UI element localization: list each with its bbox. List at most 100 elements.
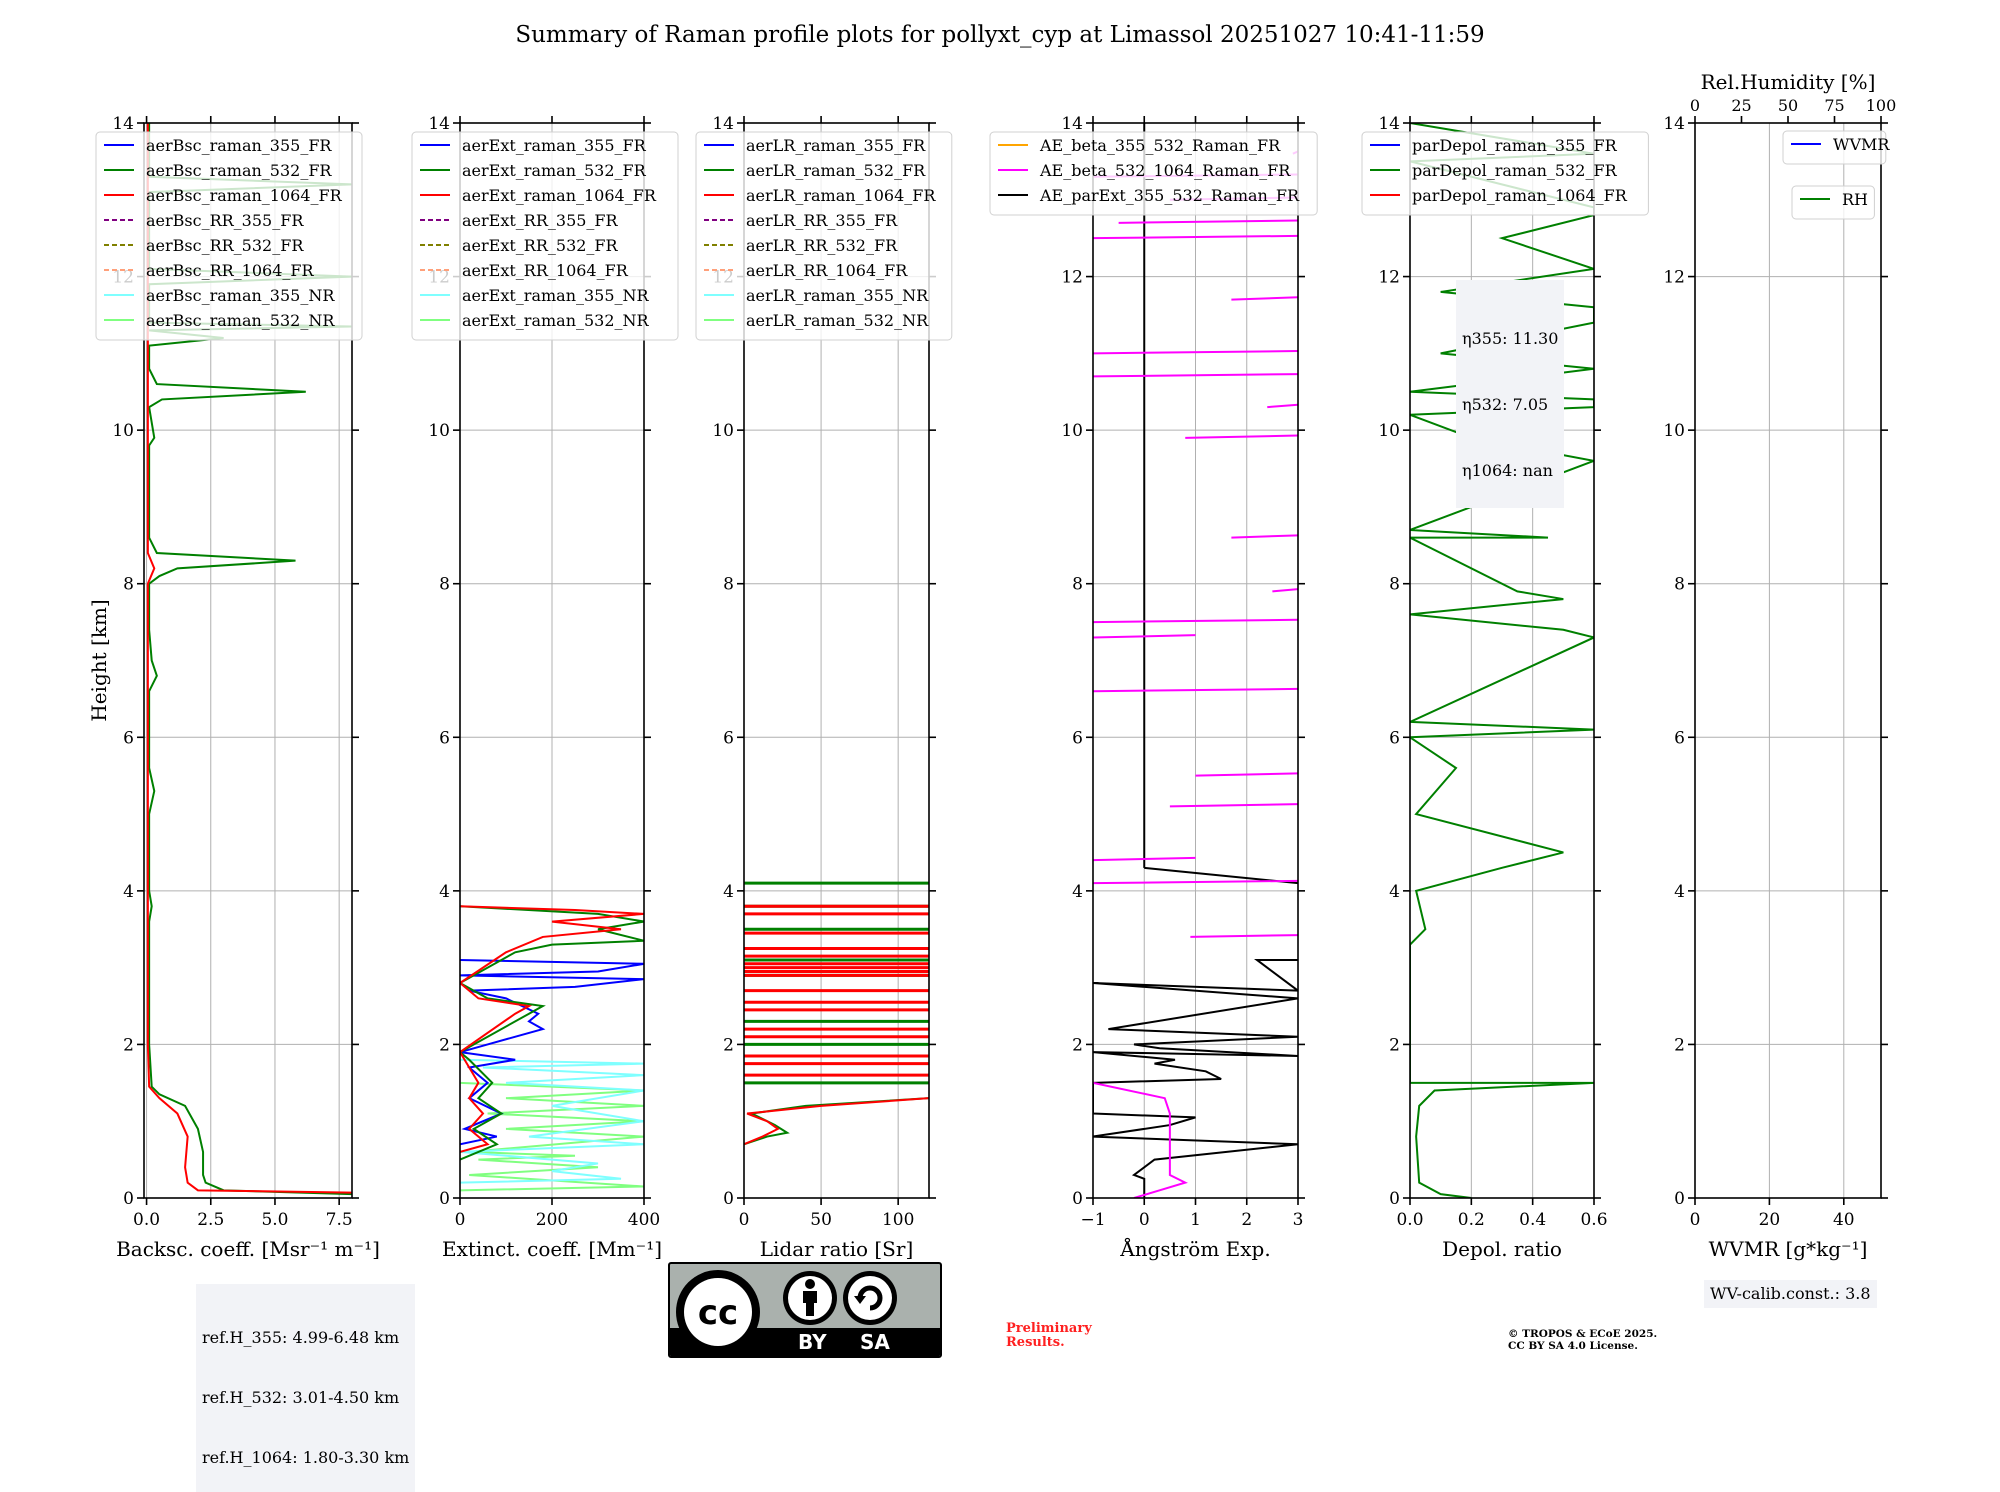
y-tick-label: 0 [723,1189,734,1209]
y-tick-label: 8 [723,575,734,595]
legend-entry: aerLR_RR_355_FR [746,211,898,230]
series-group [460,905,644,1192]
legend-entry: aerLR_raman_355_NR [746,286,929,305]
cc-icon: cc [676,1270,760,1354]
y-tick-label: 2 [1674,1035,1685,1055]
legend-entry: parDepol_raman_532_FR [1412,161,1618,180]
x-tick-label: 0 [1690,1210,1701,1230]
series-line [1093,958,1298,1198]
legend-entry: parDepol_raman_1064_FR [1412,186,1628,205]
legend: AE_beta_355_532_Raman_FR AE_beta_532_1064… [989,131,1318,216]
legend-frame [411,131,679,341]
x-tick-label: 2.5 [197,1210,224,1230]
y-tick-label: 2 [1072,1035,1083,1055]
panel-ext: 020040002468101214Extinct. coeff. [Mm⁻¹]… [411,114,679,1261]
series-line [460,1081,644,1192]
x-tick-label: 1 [1190,1210,1201,1230]
y-tick-label: 4 [1389,882,1400,902]
legend-entry: aerBsc_raman_532_FR [146,161,332,180]
legend-entry: RH [1842,190,1868,209]
y-tick-label: 10 [1061,421,1083,441]
legend-entry: aerBsc_raman_355_FR [146,136,332,155]
y-tick-label: 4 [723,882,734,902]
legend-entry: WVMR [1833,135,1890,154]
x-tick-label: 5.0 [261,1210,288,1230]
x-axis-label: Depol. ratio [1442,1237,1562,1261]
eta-1064: η1064: nan [1462,461,1553,480]
series-group [744,881,929,1146]
y-tick-label: 10 [1378,421,1400,441]
cc-license-badge: cc BY SA [668,1262,942,1358]
x-axis-label: Ångström Exp. [1119,1236,1270,1261]
x-axis-label: WVMR [g*kg⁻¹] [1709,1237,1868,1261]
figure-title: Summary of Raman profile plots for polly… [515,22,1485,48]
y-tick-label: 0 [1072,1189,1083,1209]
ref-heights-box: ref.H_355: 4.99-6.48 km ref.H_532: 3.01-… [196,1284,416,1492]
x-tick-label: 0.0 [1396,1210,1423,1230]
x-axis-label: Lidar ratio [Sr] [760,1237,914,1261]
panel-wv: 0 20 40 0 2 4 6 8 10 12 14 WVMR [g*kg⁻¹] 0 25 50 75 100 R… [1663,70,1896,1261]
series-line [460,905,644,1161]
x-axis-label: Extinct. coeff. [Mm⁻¹] [442,1237,662,1261]
legend-entry: AE_parExt_355_532_Raman_FR [1039,186,1300,205]
y-tick-label: 4 [439,882,450,902]
y-tick-label: 6 [1072,728,1083,748]
top-axis-label: Rel.Humidity [%] [1701,70,1876,94]
series-segment [1093,687,1298,693]
legend-entry: aerBsc_RR_532_FR [146,236,304,255]
legend-entry: aerExt_raman_532_NR [462,311,650,330]
y-tick-label: 6 [123,728,134,748]
series-segment [1093,618,1298,624]
series-line [1093,1081,1188,1198]
legend-entry: aerBsc_raman_532_NR [146,311,335,330]
axes-frame [1694,122,1882,1199]
y-tick-label: 8 [1072,575,1083,595]
x-tick-label: 100 [882,1210,914,1230]
top-x-tick-label: 0 [1690,96,1700,115]
attribution-icon [783,1271,837,1325]
eta-355: η355: 11.30 [1462,329,1559,348]
legend-entry: aerExt_RR_1064_FR [462,261,629,280]
legend-entry: aerLR_RR_532_FR [746,236,898,255]
x-tick-label: −1 [1080,1210,1105,1230]
y-tick-label: 10 [1663,421,1685,441]
legend-entry: aerExt_raman_532_FR [462,161,647,180]
legend: aerBsc_raman_355_FR aerBsc_raman_532_FRae… [95,131,363,341]
series-segment [1231,296,1298,301]
series-segment [1169,803,1298,808]
preliminary-note: Preliminary Results. [1006,1321,1092,1350]
legend-entry: aerExt_RR_355_FR [462,211,619,230]
y-tick-label: 6 [1389,728,1400,748]
legend-entry: aerBsc_RR_1064_FR [146,261,315,280]
y-tick-label: 0 [123,1189,134,1209]
x-tick-label: 7.5 [326,1210,353,1230]
legend-entry: aerExt_raman_355_NR [462,286,650,305]
top-x-tick-label: 100 [1866,96,1897,115]
top-x-tick-label: 25 [1731,96,1751,115]
series-line [460,1058,644,1184]
ref-height-355: ref.H_355: 4.99-6.48 km [202,1328,400,1347]
legend-entry: aerExt_raman_355_FR [462,136,647,155]
legend-frame [95,131,363,341]
y-tick-label: 0 [1674,1189,1685,1209]
y-tick-label: 14 [1663,114,1685,134]
wv-calib-box: WV-calib.const.: 3.8 [1704,1280,1877,1308]
legend: WVMR [1782,130,1890,165]
series-segment [1267,403,1298,409]
top-x-tick-label: 50 [1778,96,1798,115]
badge-sa-label: SA [860,1330,890,1354]
eta-box: η355: 11.30 η532: 7.05 η1064: nan [1456,280,1565,508]
x-tick-label: 50 [810,1210,832,1230]
share-alike-icon [843,1271,897,1325]
y-tick-label: 4 [1072,882,1083,902]
legend-frame [1791,185,1875,220]
x-tick-label: 0 [455,1210,466,1230]
series-segment [1272,588,1298,593]
x-tick-label: 200 [536,1210,568,1230]
series-segment [1195,772,1298,777]
svg-text:cc: cc [698,1293,738,1333]
series-line [744,1097,929,1146]
legend-entry: aerBsc_raman_355_NR [146,286,335,305]
y-tick-label: 6 [1674,728,1685,748]
y-tick-label: 14 [1061,114,1083,134]
